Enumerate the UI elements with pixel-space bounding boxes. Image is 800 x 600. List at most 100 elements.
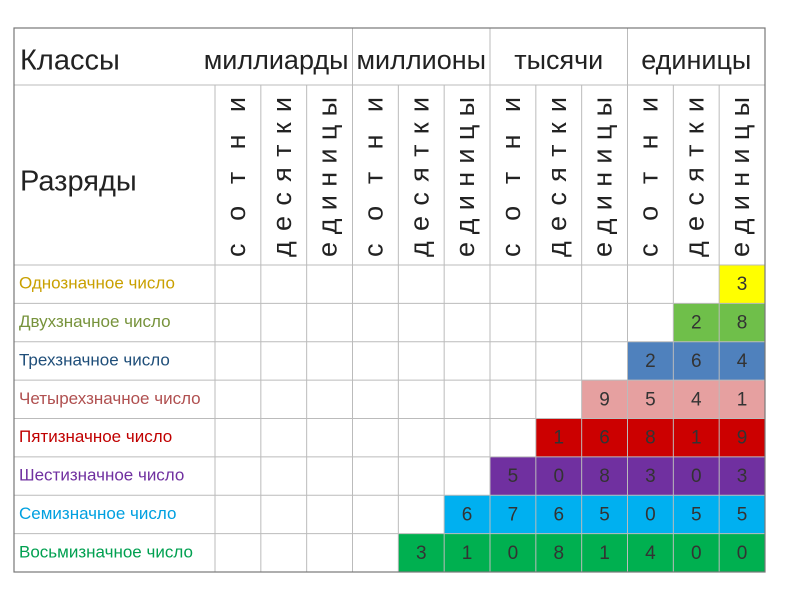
digit-cell: [627, 533, 674, 572]
digit-cell: [719, 265, 765, 304]
digit: 5: [645, 389, 656, 410]
class-header: миллионы: [356, 45, 486, 75]
row-label: Однозначное число: [19, 274, 175, 293]
digit: 8: [553, 543, 564, 564]
rank-header: сотни: [496, 97, 526, 257]
digit: 1: [737, 389, 748, 410]
digit-cell: [719, 303, 765, 342]
row-label: Восьмизначное число: [19, 542, 193, 561]
rank-header: сотни: [221, 97, 251, 257]
digit-cell: [535, 533, 582, 572]
digit-cell: [398, 533, 445, 572]
digit-cell: [627, 418, 674, 457]
digit-cell: [581, 380, 628, 419]
class-header: миллиарды: [204, 45, 349, 75]
rank-header: десятки: [404, 97, 434, 257]
digit: 0: [553, 466, 564, 487]
digit: 3: [737, 274, 748, 295]
digit-cell: [673, 341, 720, 381]
rank-header: сотни: [634, 97, 664, 257]
class-header: единицы: [641, 45, 751, 75]
row-label: Семизначное число: [19, 504, 176, 523]
digit-cell: [719, 533, 765, 572]
digit: 9: [599, 389, 610, 410]
digit: 4: [645, 543, 656, 564]
digit: 4: [737, 351, 748, 372]
row-label: Двухзначное число: [19, 312, 171, 331]
digit-cell: [581, 418, 628, 457]
digit: 3: [416, 543, 427, 564]
digit: 6: [691, 351, 702, 372]
digit: 8: [599, 466, 610, 487]
digit-cell: [535, 495, 582, 534]
digit-cell: [719, 418, 765, 457]
digit-cell: [581, 456, 628, 496]
rank-header: десятки: [267, 97, 297, 257]
digit-cell: [719, 341, 765, 381]
digit: 6: [553, 504, 564, 525]
digit: 9: [737, 428, 748, 449]
digit: 0: [737, 543, 748, 564]
rank-header: единицы: [313, 97, 343, 257]
digit-cell: [535, 456, 582, 496]
rank-header: единицы: [725, 97, 755, 257]
row-label: Шестизначное число: [19, 466, 184, 485]
digit: 2: [645, 351, 656, 372]
classes-label: Классы: [20, 45, 120, 77]
digit-cell: [581, 495, 628, 534]
digit: 1: [553, 428, 564, 449]
digit: 5: [599, 504, 610, 525]
rank-header: единицы: [450, 97, 480, 257]
digit: 3: [737, 466, 748, 487]
digit-cell: [673, 533, 720, 572]
digit-cell: [490, 456, 536, 496]
digit: 7: [508, 504, 519, 525]
digit-cell: [535, 418, 582, 457]
digit: 5: [691, 504, 702, 525]
digit-cell: [444, 495, 490, 534]
digit-cell: [490, 533, 536, 572]
digit: 6: [462, 504, 473, 525]
digit-cell: [673, 495, 720, 534]
ranks-label: Разряды: [20, 166, 137, 198]
digit: 5: [737, 504, 748, 525]
digit-cell: [627, 380, 674, 419]
digit: 0: [691, 543, 702, 564]
row-label: Пятизначное число: [19, 427, 172, 446]
digit: 2: [691, 313, 702, 334]
digit-cell: [627, 341, 674, 381]
digit-cell: [627, 495, 674, 534]
class-header: тысячи: [514, 45, 603, 75]
rank-header: единицы: [588, 97, 618, 257]
digit-cell: [490, 495, 536, 534]
digit: 1: [599, 543, 610, 564]
digit-cell: [719, 456, 765, 496]
digit: 5: [508, 466, 519, 487]
digit: 3: [645, 466, 656, 487]
rank-header: сотни: [359, 97, 389, 257]
digit-cell: [673, 380, 720, 419]
digit: 4: [691, 389, 702, 410]
digit-cell: [627, 456, 674, 496]
digit: 0: [508, 543, 519, 564]
digit-cell: [673, 456, 720, 496]
digit: 0: [645, 504, 656, 525]
rank-header: десятки: [679, 97, 709, 257]
digit-cell: [673, 418, 720, 457]
digit: 6: [599, 428, 610, 449]
digit-cell: [444, 533, 490, 572]
digit: 8: [737, 313, 748, 334]
row-label: Трехзначное число: [19, 350, 170, 369]
digit-cell: [581, 533, 628, 572]
digit-cell: [719, 495, 765, 534]
row-label: Четырехзначное число: [19, 389, 201, 408]
digit: 0: [691, 466, 702, 487]
table-frame: [13, 27, 766, 573]
digit-cell: [673, 303, 720, 342]
digit: 1: [462, 543, 473, 564]
rank-header: десятки: [542, 97, 572, 257]
digit: 8: [645, 428, 656, 449]
digit-cell: [719, 380, 765, 419]
